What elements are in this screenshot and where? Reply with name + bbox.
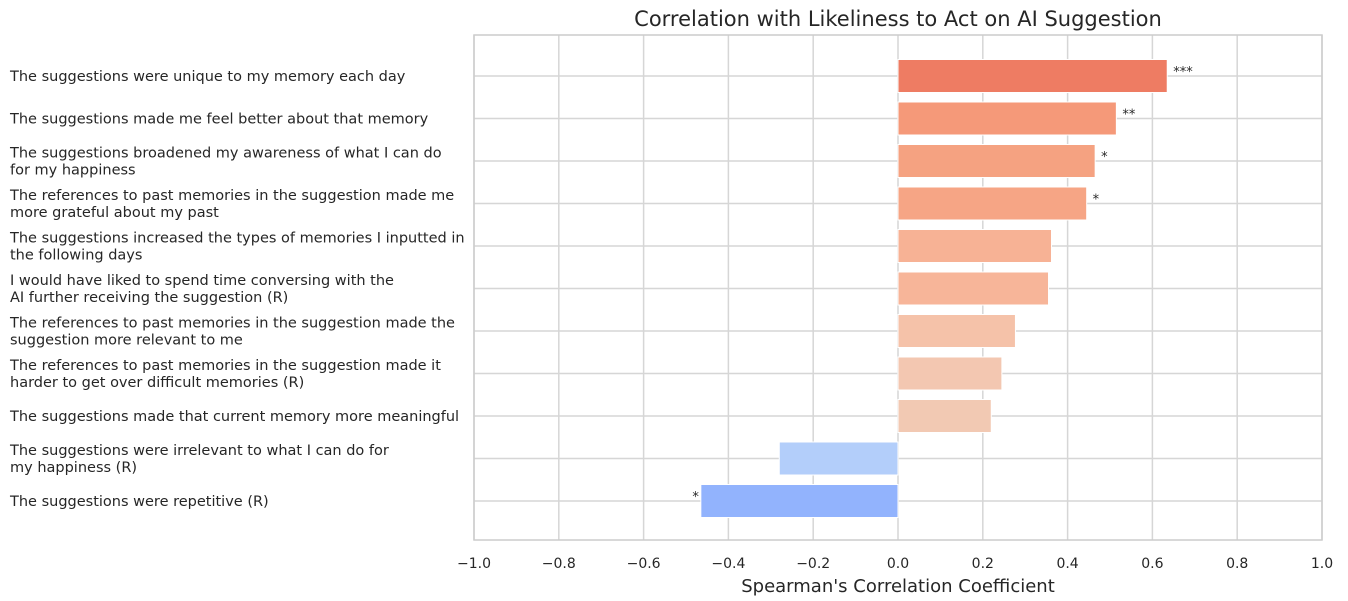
- category-label: The references to past memories in the s…: [9, 358, 441, 391]
- significance-label: *: [1101, 150, 1108, 165]
- category-label: The references to past memories in the s…: [9, 188, 454, 221]
- category-label-line: harder to get over difficult memories (R…: [10, 375, 304, 391]
- significance-label: ***: [1173, 65, 1193, 80]
- category-label-line: the following days: [10, 248, 142, 264]
- category-label-line: The suggestions were unique to my memory…: [9, 69, 406, 85]
- significance-label: *: [1093, 193, 1100, 208]
- category-label-line: suggestion more relevant to me: [10, 333, 243, 349]
- x-tick-label: 0.8: [1226, 556, 1248, 572]
- x-tick-label: 1.0: [1311, 556, 1333, 572]
- x-tick-label: −0.4: [711, 556, 745, 572]
- category-label-line: The suggestions were repetitive (R): [9, 494, 269, 510]
- bar: [897, 271, 1050, 306]
- category-label-line: more grateful about my past: [10, 205, 219, 221]
- category-label-line: for my happiness: [10, 163, 136, 179]
- category-label: The suggestions were irrelevant to what …: [9, 443, 389, 476]
- category-label-line: The suggestions were irrelevant to what …: [9, 443, 389, 459]
- category-label-line: The suggestions made that current memory…: [9, 409, 459, 425]
- category-label: The suggestions made that current memory…: [9, 409, 459, 425]
- category-label-line: The references to past memories in the s…: [9, 188, 454, 204]
- x-tick-label: 0.6: [1141, 556, 1163, 572]
- significance-labels: ********: [692, 65, 1193, 505]
- category-label: The suggestions made me feel better abou…: [9, 112, 429, 128]
- category-label-line: The suggestions broadened my awareness o…: [9, 146, 442, 162]
- x-tick-label: −1.0: [457, 556, 491, 572]
- category-label-line: The suggestions increased the types of m…: [9, 231, 465, 247]
- x-axis-label: Spearman's Correlation Coefficient: [741, 576, 1055, 597]
- bar: [700, 484, 899, 518]
- category-label: The suggestions increased the types of m…: [9, 231, 465, 264]
- bar: [778, 441, 899, 476]
- category-label-line: The references to past memories in the s…: [9, 358, 441, 374]
- x-tick-label: −0.8: [542, 556, 576, 572]
- x-tick-label: 0.2: [972, 556, 994, 572]
- x-tick-labels: −1.0 −0.8 −0.6 −0.4 −0.2 0.0 0.2 0.4 0.6 0.8 1.0: [457, 556, 1333, 572]
- plot-frame: [473, 34, 1323, 541]
- bar: [897, 186, 1088, 221]
- x-tick-label: 0.4: [1056, 556, 1078, 572]
- bar: [897, 59, 1168, 93]
- bar: [897, 314, 1016, 348]
- bar: [897, 101, 1117, 136]
- category-label-line: The suggestions made me feel better abou…: [9, 112, 429, 128]
- x-tick-label: −0.6: [627, 556, 661, 572]
- significance-label: **: [1122, 108, 1136, 123]
- category-label: The references to past memories in the s…: [9, 316, 455, 349]
- bars: [700, 59, 1168, 518]
- category-label: I would have liked to spend time convers…: [10, 273, 394, 306]
- bar: [897, 229, 1052, 263]
- category-label: The suggestions were repetitive (R): [9, 494, 269, 510]
- bar: [897, 399, 992, 433]
- significance-label: *: [692, 490, 699, 505]
- x-tick-label: −0.2: [796, 556, 830, 572]
- category-label: The suggestions were unique to my memory…: [9, 69, 406, 85]
- y-category-labels: The suggestions were unique to my memory…: [9, 69, 465, 510]
- category-label-line: my happiness (R): [10, 460, 137, 476]
- bar: [897, 356, 1003, 391]
- x-tick-label: 0.0: [887, 556, 909, 572]
- category-label: The suggestions broadened my awareness o…: [9, 146, 442, 179]
- chart-title: Correlation with Likeliness to Act on AI…: [634, 7, 1162, 31]
- category-label-line: I would have liked to spend time convers…: [10, 273, 394, 289]
- category-label-line: AI further receiving the suggestion (R): [10, 290, 288, 306]
- bar: [897, 144, 1096, 178]
- category-label-line: The references to past memories in the s…: [9, 316, 455, 332]
